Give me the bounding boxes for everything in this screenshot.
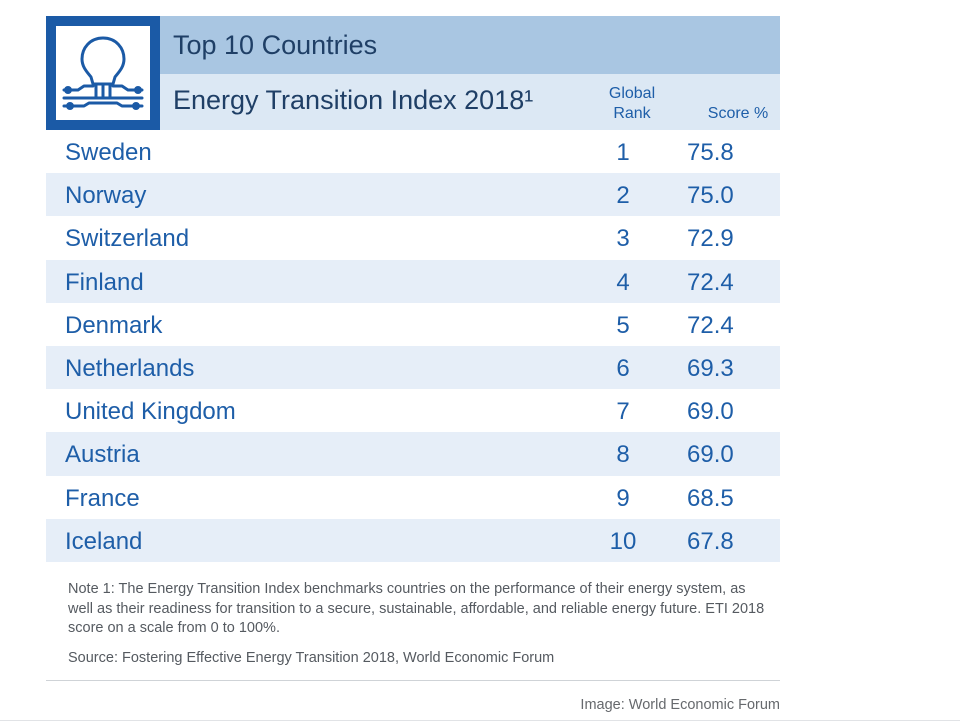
lightbulb-circuit-icon — [62, 36, 144, 110]
divider — [46, 680, 780, 681]
table-row: Finland 4 72.4 — [46, 259, 780, 303]
rank-cell: 10 — [609, 527, 637, 555]
score-cell: 72.9 — [687, 225, 734, 253]
title-bar: Top 10 Countries — [160, 16, 780, 74]
country-cell: Finland — [65, 268, 144, 296]
table-row: Austria 8 69.0 — [46, 432, 780, 476]
table-row: Iceland 10 67.8 — [46, 518, 780, 562]
subtitle-bar: Energy Transition Index 2018¹ Global Ran… — [160, 74, 780, 130]
rank-cell: 5 — [616, 311, 630, 339]
country-cell: Netherlands — [65, 354, 195, 382]
country-cell: Norway — [65, 182, 147, 210]
rank-cell: 9 — [616, 484, 630, 512]
score-cell: 68.5 — [687, 484, 734, 512]
country-cell: Austria — [65, 441, 140, 469]
table-row: Switzerland 3 72.9 — [46, 216, 780, 259]
footnote: Note 1: The Energy Transition Index benc… — [68, 581, 765, 636]
table-row: Norway 2 75.0 — [46, 173, 780, 217]
logo-tile — [46, 16, 160, 130]
table-row: United Kingdom 7 69.0 — [46, 389, 780, 432]
rank-cell: 2 — [616, 182, 630, 210]
score-cell: 69.3 — [687, 354, 734, 382]
rank-cell: 6 — [616, 354, 630, 382]
rank-column-header: Global Rank — [608, 85, 656, 122]
country-cell: Sweden — [65, 139, 152, 166]
chart-title: Top 10 Countries — [173, 30, 378, 60]
table-body: Sweden 1 75.8 Norway 2 75.0 Switzerland 3 72.9 Fi… — [46, 130, 780, 562]
country-cell: United Kingdom — [65, 398, 236, 426]
rank-cell: 8 — [616, 441, 630, 469]
table-row: Sweden 1 75.8 — [46, 130, 780, 173]
source-note: Source: Fostering Effective Energy Trans… — [68, 650, 555, 666]
table-row: Netherlands 6 69.3 — [46, 345, 780, 390]
score-cell: 67.8 — [687, 527, 734, 555]
rank-cell: 3 — [616, 225, 630, 253]
rank-cell: 1 — [616, 139, 630, 166]
country-cell: Switzerland — [65, 225, 190, 253]
score-cell: 75.0 — [687, 182, 734, 210]
rank-cell: 4 — [616, 268, 630, 296]
score-cell: 72.4 — [687, 311, 734, 339]
table-row: Denmark 5 72.4 — [46, 303, 780, 346]
country-cell: Iceland — [65, 527, 143, 555]
score-cell: 72.4 — [687, 268, 734, 296]
chart-subtitle: Energy Transition Index 2018¹ — [173, 85, 534, 115]
score-column-header: Score % — [707, 105, 769, 122]
score-cell: 69.0 — [687, 441, 734, 469]
country-cell: France — [65, 484, 140, 512]
rank-cell: 7 — [616, 398, 630, 426]
score-cell: 75.8 — [687, 139, 734, 166]
score-cell: 69.0 — [687, 398, 734, 426]
table-row: France 9 68.5 — [46, 476, 780, 519]
bottom-divider — [0, 720, 960, 721]
country-cell: Denmark — [65, 311, 163, 339]
image-credit: Image: World Economic Forum — [580, 697, 780, 713]
